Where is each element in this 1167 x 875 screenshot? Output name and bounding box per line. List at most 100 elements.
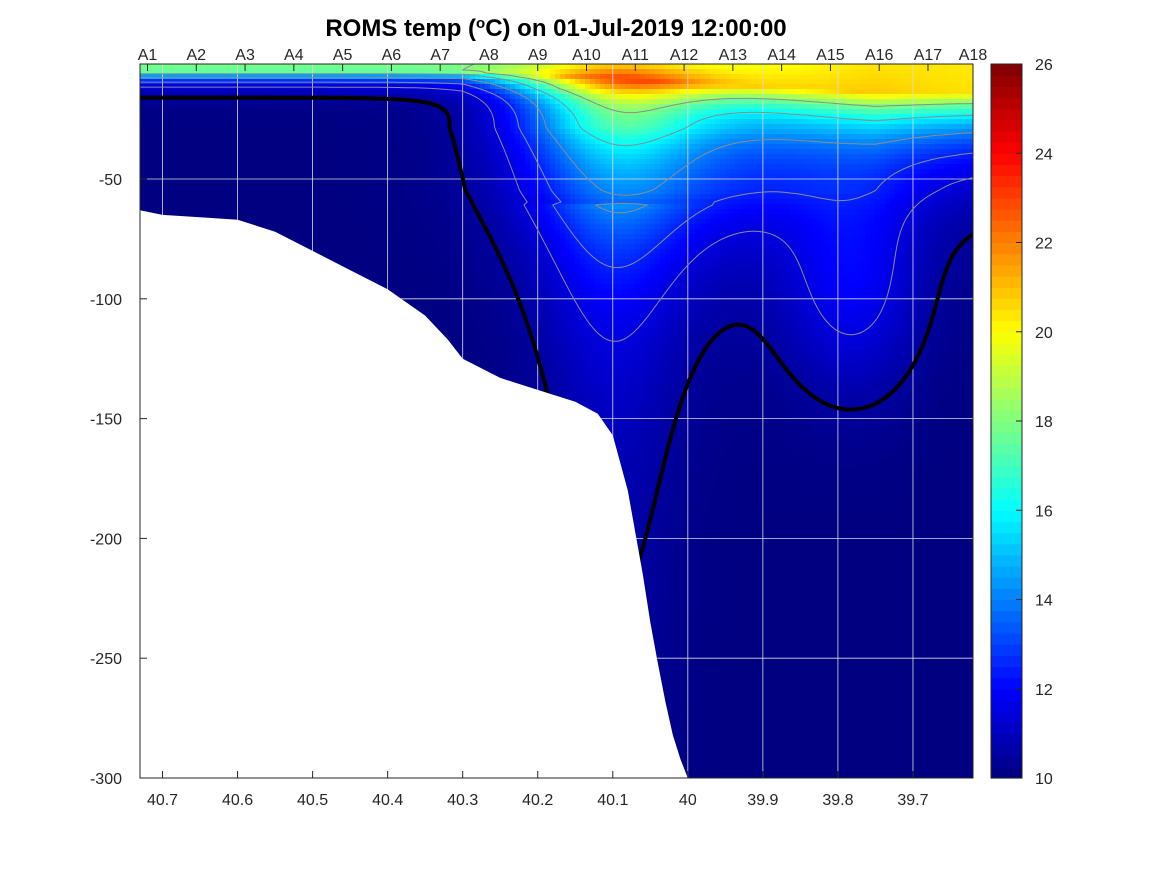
temperature-cell xyxy=(205,199,211,205)
temperature-cell xyxy=(265,154,271,160)
temperature-cell xyxy=(315,164,321,170)
temperature-cell xyxy=(590,204,596,210)
temperature-cell xyxy=(545,114,551,120)
temperature-cell xyxy=(845,159,851,165)
temperature-cell xyxy=(330,89,336,95)
temperature-cell xyxy=(550,89,556,95)
temperature-cell xyxy=(935,104,941,110)
temperature-cell xyxy=(660,64,666,70)
temperature-cell xyxy=(240,194,246,200)
temperature-cell xyxy=(470,134,476,140)
temperature-cell xyxy=(665,124,671,130)
temperature-cell xyxy=(420,154,426,160)
temperature-cell xyxy=(800,139,806,145)
temperature-cell xyxy=(905,204,911,210)
temperature-cell xyxy=(565,199,571,205)
temperature-cell xyxy=(215,144,221,150)
temperature-cell xyxy=(425,159,431,165)
temperature-cell xyxy=(885,184,891,190)
temperature-cell xyxy=(860,74,866,80)
temperature-cell xyxy=(355,164,361,170)
temperature-cell xyxy=(645,74,651,80)
temperature-cell xyxy=(660,139,666,145)
temperature-cell xyxy=(885,79,891,85)
temperature-cell xyxy=(140,99,146,105)
temperature-cell xyxy=(925,79,931,85)
temperature-cell xyxy=(515,149,521,155)
temperature-cell xyxy=(540,204,546,210)
temperature-cell xyxy=(185,74,191,80)
temperature-cell xyxy=(780,64,786,70)
temperature-cell xyxy=(370,124,376,130)
temperature-cell xyxy=(580,104,586,110)
temperature-cell xyxy=(425,169,431,175)
temperature-cell xyxy=(145,89,151,95)
temperature-cell xyxy=(290,204,296,210)
temperature-cell xyxy=(200,99,206,105)
temperature-cell xyxy=(720,89,726,95)
temperature-cell xyxy=(245,194,251,200)
temperature-cell xyxy=(150,99,156,105)
temperature-cell xyxy=(390,129,396,135)
temperature-cell xyxy=(400,159,406,165)
temperature-cell xyxy=(300,154,306,160)
temperature-cell xyxy=(855,114,861,120)
temperature-cell xyxy=(805,79,811,85)
temperature-cell xyxy=(490,164,496,170)
temperature-cell xyxy=(780,164,786,170)
temperature-cell xyxy=(800,109,806,115)
temperature-cell xyxy=(790,94,796,100)
temperature-cell xyxy=(600,109,606,115)
temperature-cell xyxy=(885,169,891,175)
temperature-cell xyxy=(495,204,501,210)
temperature-cell xyxy=(395,109,401,115)
temperature-cell xyxy=(525,169,531,175)
temperature-cell xyxy=(840,84,846,90)
temperature-cell xyxy=(880,109,886,115)
temperature-cell xyxy=(175,119,181,125)
temperature-cell xyxy=(195,164,201,170)
temperature-cell xyxy=(950,124,956,130)
temperature-cell xyxy=(635,164,641,170)
temperature-cell xyxy=(720,169,726,175)
temperature-cell xyxy=(745,79,751,85)
temperature-cell xyxy=(890,184,896,190)
temperature-cell xyxy=(490,149,496,155)
temperature-cell xyxy=(550,79,556,85)
temperature-cell xyxy=(880,164,886,170)
temperature-cell xyxy=(860,159,866,165)
temperature-cell xyxy=(190,139,196,145)
temperature-cell xyxy=(525,194,531,200)
temperature-cell xyxy=(575,154,581,160)
temperature-cell xyxy=(645,129,651,135)
temperature-cell xyxy=(280,134,286,140)
temperature-cell xyxy=(375,159,381,165)
temperature-cell xyxy=(700,104,706,110)
temperature-cell xyxy=(900,189,906,195)
temperature-cell xyxy=(325,104,331,110)
temperature-cell xyxy=(575,89,581,95)
temperature-cell xyxy=(480,139,486,145)
temperature-cell xyxy=(265,129,271,135)
temperature-cell xyxy=(305,189,311,195)
temperature-cell xyxy=(665,164,671,170)
temperature-cell xyxy=(145,104,151,110)
temperature-cell xyxy=(945,89,951,95)
temperature-cell xyxy=(450,164,456,170)
temperature-cell xyxy=(485,114,491,120)
temperature-cell xyxy=(355,194,361,200)
temperature-cell xyxy=(600,194,606,200)
temperature-cell xyxy=(245,169,251,175)
temperature-cell xyxy=(340,204,346,210)
temperature-cell xyxy=(960,189,966,195)
temperature-cell xyxy=(955,84,961,90)
temperature-cell xyxy=(315,199,321,205)
temperature-cell xyxy=(860,134,866,140)
temperature-cell xyxy=(810,84,816,90)
temperature-cell xyxy=(630,124,636,130)
temperature-cell xyxy=(680,84,686,90)
temperature-cell xyxy=(340,164,346,170)
temperature-cell xyxy=(815,149,821,155)
temperature-cell xyxy=(140,64,146,70)
temperature-cell xyxy=(145,149,151,155)
